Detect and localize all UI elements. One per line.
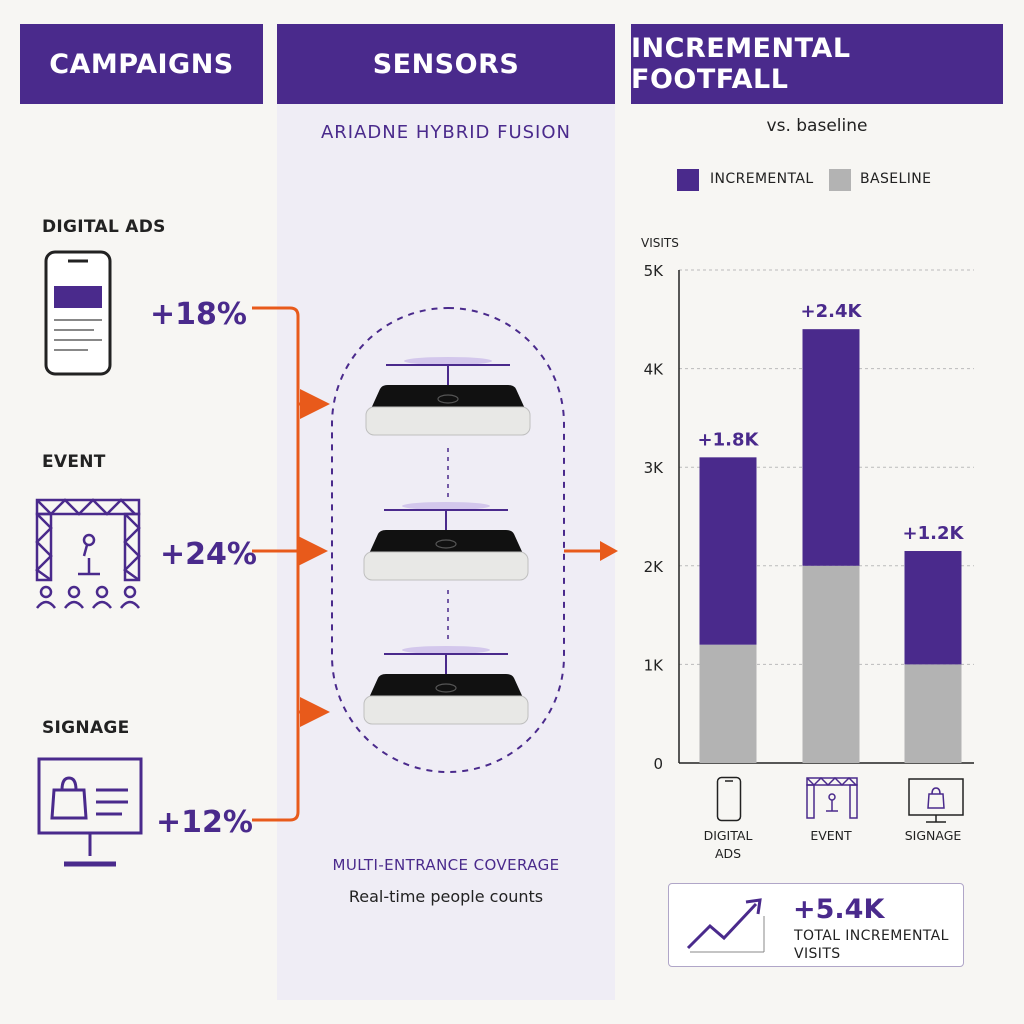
stage-icon [806,777,858,819]
bar-incremental [699,457,757,645]
y-tick-label: 3K [644,459,665,477]
total-incremental-label-line1: TOTAL INCREMENTAL [794,928,949,944]
sensors-header: SENSORS [277,24,615,104]
total-incremental-label-line2: VISITS [794,946,841,962]
campaign-label-event: EVENT [42,452,106,472]
bar-baseline [904,664,962,763]
trend-up-icon [686,898,765,953]
bar-baseline [699,644,757,763]
campaign-connectors [252,306,330,822]
signage-screen-icon [37,757,143,867]
x-category-label-line2: ADS [715,846,741,861]
sensors-subtitle: ARIADNE HYBRID FUSION [320,122,572,143]
smartphone-icon [716,776,742,822]
campaign-label-signage: SIGNAGE [42,718,130,738]
sensor-device [363,646,529,725]
x-category-label: SIGNAGE [905,828,962,843]
legend-incremental-label: INCREMENTAL [710,171,814,187]
smartphone-icon [44,250,112,376]
sensor-group [331,307,565,773]
bar-data-label: +1.2K [903,523,965,544]
sensors-output-arrow [564,541,618,561]
x-category-label: DIGITAL [704,828,753,843]
sensor-device [363,502,529,581]
y-tick-label: 0 [653,755,663,773]
footfall-bar-chart: VISITS 0 1K 2K 3K 4K 5K +1.8K DIGITAL ADS +2.4K EVE… [641,236,974,861]
y-tick-label: 4K [644,361,665,379]
stage-crowd-icon [35,498,141,609]
footfall-subtitle: vs. baseline [766,116,868,136]
bar-incremental [904,551,962,665]
total-incremental-value: +5.4K [793,894,885,925]
bar-baseline [802,565,860,763]
campaigns-header: CAMPAIGNS [20,24,263,104]
coverage-subtitle: Real-time people counts [348,887,544,906]
bar-data-label: +2.4K [801,301,863,322]
legend-incremental-swatch [677,169,699,191]
bar-data-label: +1.8K [698,429,760,450]
y-axis-label: VISITS [641,236,679,250]
campaign-label-digital-ads: DIGITAL ADS [42,217,166,237]
campaign-uplift-event: +24% [160,537,257,572]
campaign-uplift-digital-ads: +18% [150,297,247,332]
sensor-device [365,357,531,436]
y-tick-label: 1K [644,656,665,674]
campaign-uplift-signage: +12% [156,805,253,840]
signage-screen-icon [908,778,964,823]
bar-incremental [802,329,860,566]
footfall-header: INCREMENTAL FOOTFALL [631,24,1003,104]
coverage-title: MULTI-ENTRANCE COVERAGE [332,856,560,874]
legend-baseline-label: BASELINE [860,171,932,187]
y-tick-label: 5K [644,262,665,280]
total-incremental-card [668,883,964,967]
y-tick-label: 2K [644,558,665,576]
legend-baseline-swatch [829,169,851,191]
x-category-label: EVENT [810,828,852,843]
